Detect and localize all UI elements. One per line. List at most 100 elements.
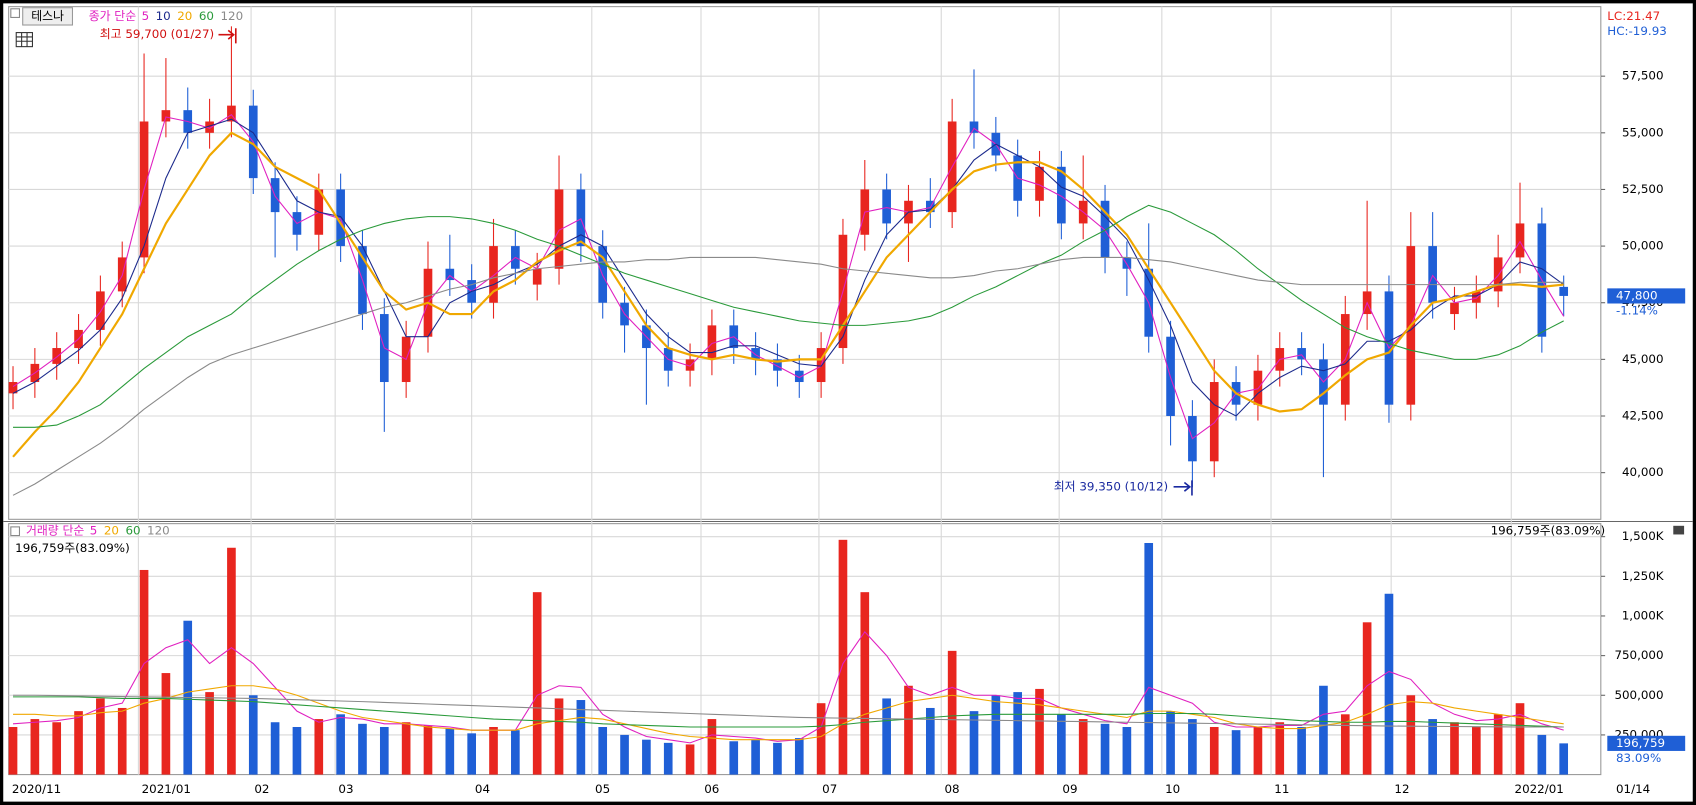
legend-entry: 120 (220, 9, 243, 23)
candle-body (576, 189, 586, 247)
legend-label: 거래량 단순 (26, 524, 84, 538)
volume-bar (1035, 688, 1044, 775)
change-rate: -1.14% (1616, 304, 1658, 318)
y-tick-label: 40,000 (1622, 465, 1664, 479)
checkbox[interactable] (10, 8, 21, 18)
volume-bar (707, 719, 717, 775)
volume-bar (969, 711, 979, 775)
volume-bar (991, 695, 1001, 775)
volume-bar (1406, 695, 1416, 775)
y-tick-label: 57,500 (1622, 69, 1664, 83)
moving-average (12, 131, 1564, 458)
candle-body (1100, 200, 1110, 258)
annotation-arrow (1173, 480, 1193, 496)
volume-bar (1384, 593, 1394, 775)
volume-bar (1450, 722, 1459, 775)
candle-body (1515, 223, 1525, 258)
candle-body (8, 382, 18, 394)
volume-bar (139, 569, 149, 775)
volume-bar (30, 719, 40, 775)
volume-bar (336, 714, 345, 775)
candle-body (227, 105, 236, 122)
volume-bar (1209, 726, 1219, 775)
legend-entry: 20 (177, 9, 192, 23)
volume-bar (838, 539, 848, 775)
price-tag (1607, 288, 1686, 304)
volume-bar (1319, 685, 1328, 775)
x-tick-label: 2020/11 (12, 782, 61, 796)
candle-body (882, 189, 891, 224)
volume-bar (161, 673, 171, 775)
legend-entry: 120 (147, 524, 170, 538)
stock-name-button[interactable] (22, 7, 74, 26)
volume-bar (1253, 726, 1263, 775)
legend-label: 종가 단순 (89, 9, 137, 23)
volume-bar (1493, 714, 1503, 775)
moving-average (12, 113, 1565, 440)
volume-bar (1297, 726, 1306, 775)
x-tick-label: 05 (595, 782, 610, 796)
volume-summary: 196,759주(83.09%) (15, 541, 130, 555)
volume-bar (554, 698, 564, 775)
volume-bar (205, 692, 214, 775)
x-tick-label: 11 (1274, 782, 1289, 796)
moving-average (12, 118, 1565, 417)
volume-bar (598, 726, 608, 775)
moving-average (12, 256, 1564, 496)
table-icon[interactable] (15, 32, 33, 48)
stock-name: 테스나 (31, 9, 64, 23)
volume-bar (576, 700, 586, 775)
volume-bar (52, 722, 62, 775)
hc-label: HC:-19.93 (1607, 24, 1667, 38)
candle-body (1253, 370, 1263, 405)
x-tick-label: 12 (1394, 782, 1409, 796)
panel-button[interactable] (1673, 525, 1685, 535)
volume-bar (379, 726, 389, 775)
x-tick-label: 2021/01 (142, 782, 191, 796)
last-date: 01/14 (1616, 782, 1650, 796)
volume-bar (620, 734, 629, 775)
candle-body (1297, 348, 1306, 360)
moving-average (13, 696, 1564, 728)
legend-entry: 5 (90, 524, 98, 538)
candle-body (336, 189, 345, 247)
x-tick-label: 08 (944, 782, 959, 796)
candle-body (96, 291, 105, 330)
x-tick-label: 06 (704, 782, 719, 796)
volume-bar (1275, 722, 1285, 775)
legend-entry: 5 (142, 9, 150, 23)
volume-bar (1362, 622, 1372, 775)
volume-bar (270, 722, 280, 775)
y-tick-label: 42,500 (1622, 409, 1664, 423)
y-tick-label: 52,500 (1622, 182, 1664, 196)
volume-bar (74, 711, 83, 775)
volume-bar (1144, 542, 1154, 775)
volume-bar (248, 695, 258, 775)
volume-bar (1122, 726, 1132, 775)
volume-bar (773, 742, 782, 775)
volume-bar (1340, 714, 1350, 775)
volume-bar (1057, 714, 1066, 775)
checkbox[interactable] (10, 526, 21, 537)
volume-bar (1100, 723, 1110, 775)
candle-body (794, 370, 804, 383)
volume-bar (314, 719, 324, 775)
x-tick-label: 09 (1062, 782, 1077, 796)
volume-bar (663, 742, 673, 775)
candle-body (554, 189, 564, 269)
volume-bar (860, 592, 870, 775)
y-tick-label: 50,000 (1622, 239, 1664, 253)
x-tick-label: 2022/01 (1515, 782, 1564, 796)
volume-bar (1166, 711, 1175, 775)
x-tick-label: 04 (475, 782, 490, 796)
volume-bar (292, 726, 302, 775)
candle-body (445, 268, 455, 281)
volume-bar (401, 722, 411, 775)
candle-body (685, 359, 695, 371)
volume-bar (511, 730, 520, 775)
candle-body (1428, 246, 1437, 303)
last-volume: 196,759 (1616, 736, 1665, 750)
last-price: 47,800 (1616, 288, 1658, 302)
volume-bar (751, 739, 760, 775)
volume-bar (532, 592, 542, 775)
